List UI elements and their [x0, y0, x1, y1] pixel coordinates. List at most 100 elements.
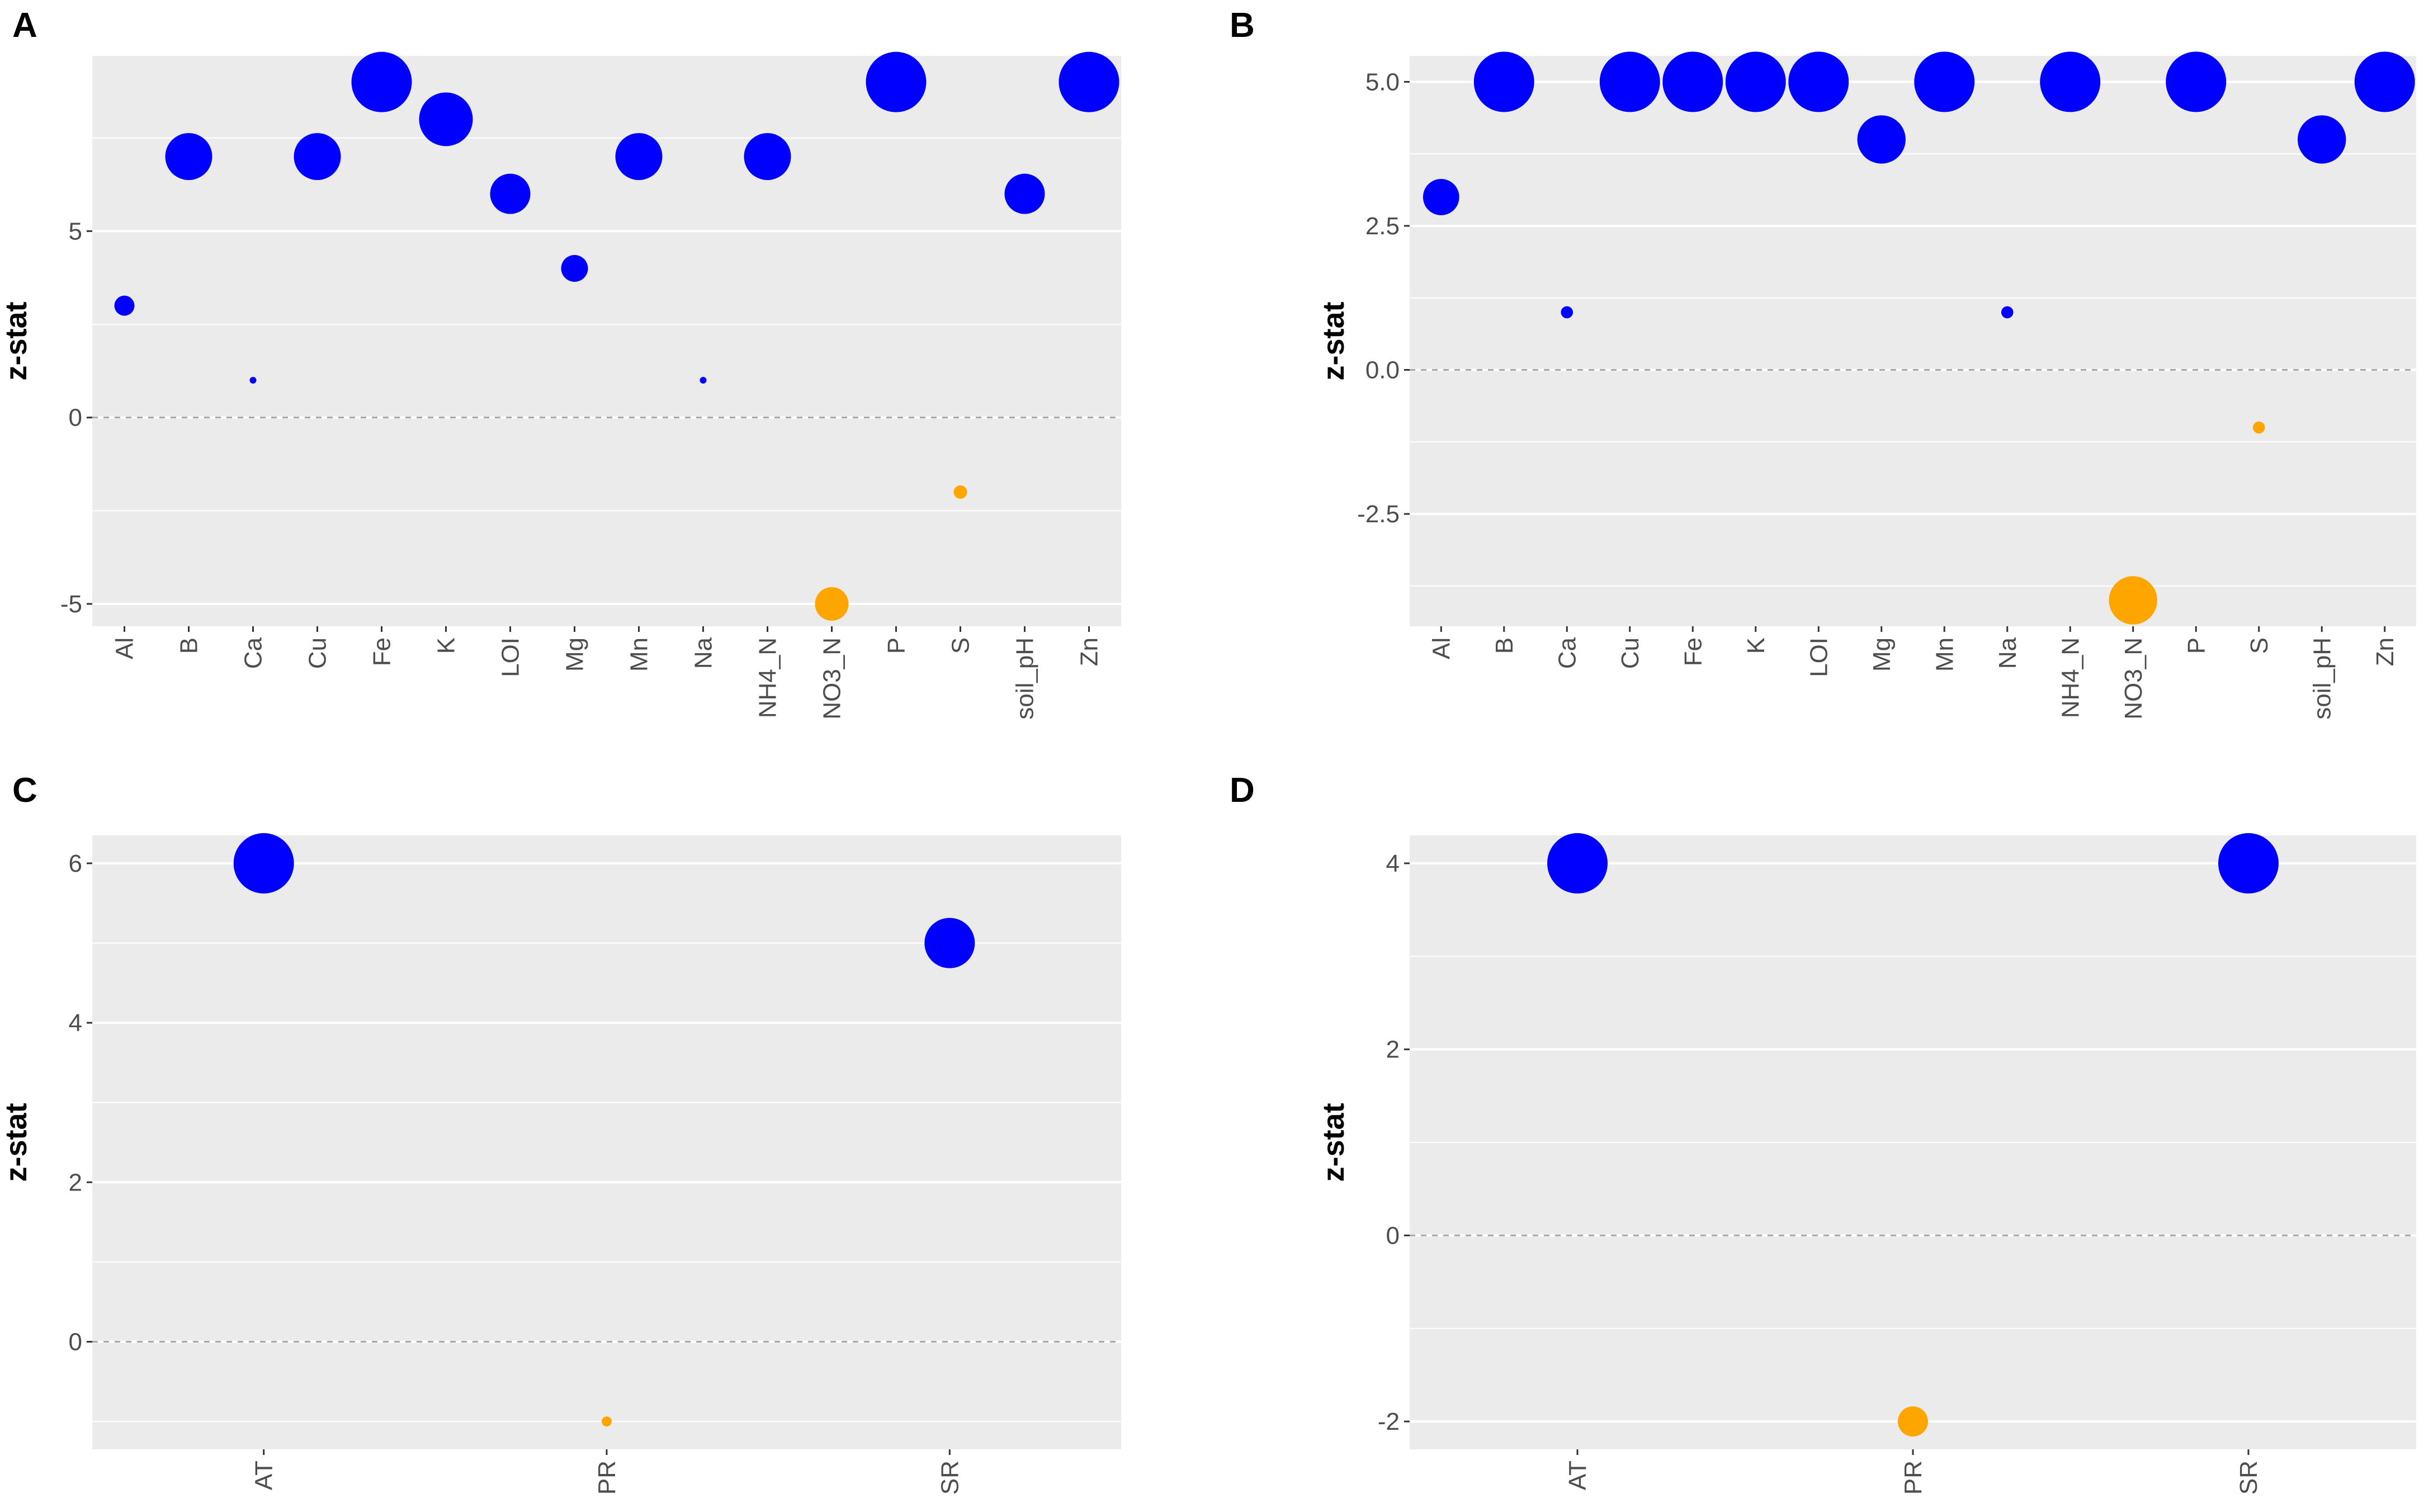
- data-point: [490, 173, 531, 214]
- data-point: [233, 833, 294, 894]
- data-point: [1857, 115, 1906, 164]
- x-tick-label: B: [176, 637, 203, 654]
- x-tick-label: LOI: [1805, 637, 1832, 677]
- x-tick-label: Fe: [1679, 637, 1707, 666]
- x-tick-label: Cu: [304, 637, 332, 669]
- x-tick-label: NO3_N: [819, 637, 846, 720]
- x-tick-label: Cu: [1617, 637, 1644, 669]
- y-tick-label: 0: [1386, 1222, 1400, 1249]
- plot-background: [1410, 56, 2416, 626]
- y-tick-label: 5.0: [1365, 68, 1400, 96]
- y-axis-title: z-stat: [1317, 301, 1350, 380]
- data-point: [1547, 833, 1608, 894]
- chart-panel-d: -2 0 2 4 AT PR SR z-stat: [1317, 833, 2416, 1495]
- x-tick-label: K: [433, 637, 460, 654]
- data-point: [744, 133, 791, 180]
- data-point: [924, 918, 975, 968]
- x-tick-label: Al: [111, 637, 139, 659]
- x-tick-label: P: [2182, 637, 2210, 654]
- data-point: [2040, 51, 2101, 112]
- data-point: [294, 133, 341, 180]
- x-tick-label: LOI: [497, 637, 525, 677]
- panel-b: B -2.5 0.0 2.5 5.0 Al B Ca Cu Fe K LOI Mg Mn Na NH4_N N…: [1212, 0, 2424, 755]
- x-tick-label: Al: [1428, 637, 1455, 659]
- x-tick-label: S: [947, 637, 975, 654]
- data-point: [1725, 51, 1786, 112]
- data-point: [419, 92, 473, 147]
- y-axis-title: z-stat: [0, 1103, 33, 1182]
- y-tick-label: 0: [69, 404, 82, 432]
- data-point: [2252, 421, 2265, 434]
- data-point: [165, 133, 212, 180]
- y-axis-title: z-stat: [1317, 1103, 1350, 1182]
- x-tick-label: K: [1742, 637, 1770, 654]
- x-tick-label: Fe: [368, 637, 396, 666]
- data-point: [351, 51, 412, 112]
- x-tick-label: Zn: [2371, 637, 2399, 666]
- panel-letter: A: [12, 6, 37, 45]
- data-point: [249, 377, 257, 384]
- y-tick-label: -2: [1378, 1408, 1400, 1435]
- data-point: [1561, 306, 1574, 319]
- y-tick-label: 4: [1386, 850, 1400, 877]
- data-point: [561, 255, 588, 282]
- y-tick-label: 2.5: [1365, 212, 1400, 240]
- panel-letter: C: [12, 771, 37, 810]
- x-tick-label: NH4_N: [754, 637, 782, 718]
- data-point: [1004, 173, 1045, 214]
- data-point: [1473, 51, 1534, 112]
- panel-d: D -2 0 2 4 AT PR SR z-stat: [1212, 755, 2424, 1512]
- data-point: [2354, 51, 2415, 112]
- data-point: [1599, 51, 1660, 112]
- x-tick-label: soil_pH: [1012, 637, 1039, 720]
- data-point: [114, 295, 135, 316]
- y-tick-label: 6: [69, 850, 82, 877]
- data-point: [1662, 51, 1723, 112]
- data-point: [1914, 51, 1975, 112]
- x-tick-label: Ca: [240, 637, 267, 669]
- x-tick-label: Na: [1994, 637, 2021, 669]
- data-point: [2109, 576, 2157, 625]
- panel-letter: B: [1230, 6, 1255, 45]
- y-tick-label: 5: [69, 218, 82, 245]
- y-tick-label: 0: [69, 1328, 82, 1355]
- x-tick-label: Zn: [1076, 637, 1103, 666]
- x-tick-label: S: [2246, 637, 2273, 654]
- x-tick-label: Mn: [626, 637, 653, 672]
- chart-panel-b: -2.5 0.0 2.5 5.0 Al B Ca Cu Fe K LOI Mg Mn Na NH4_N NO3…: [1317, 51, 2416, 720]
- data-point: [2298, 115, 2346, 164]
- chart-panel-c: 0 2 4 6 AT PR SR z-stat: [0, 833, 1121, 1495]
- x-tick-label: PR: [593, 1461, 621, 1495]
- data-point: [815, 587, 849, 621]
- x-tick-label: Mg: [561, 637, 589, 672]
- y-tick-label: 0.0: [1365, 357, 1400, 384]
- x-tick-label: PR: [1899, 1461, 1927, 1495]
- x-tick-label: NO3_N: [2120, 637, 2147, 720]
- x-tick-label: soil_pH: [2308, 637, 2336, 720]
- data-point: [700, 377, 707, 384]
- data-point: [602, 1416, 612, 1427]
- x-tick-label: AT: [251, 1461, 278, 1490]
- y-tick-label: 4: [69, 1009, 82, 1037]
- plot-background: [92, 56, 1121, 626]
- data-point: [1059, 51, 1119, 112]
- data-point: [2218, 833, 2279, 894]
- x-tick-label: B: [1491, 637, 1518, 654]
- panel-c: C 0 2 4 6 AT PR SR z-stat: [0, 755, 1212, 1512]
- y-axis-title: z-stat: [0, 301, 33, 380]
- y-tick-label: -5: [60, 590, 82, 618]
- x-tick-label: P: [883, 637, 910, 654]
- data-point: [615, 133, 663, 180]
- data-point: [2166, 51, 2227, 112]
- data-point: [1423, 179, 1459, 215]
- y-tick-label: 2: [69, 1169, 82, 1196]
- x-tick-label: Mn: [1931, 637, 1958, 672]
- y-tick-label: 2: [1386, 1036, 1400, 1064]
- data-point: [1788, 51, 1849, 112]
- x-tick-label: Ca: [1553, 637, 1581, 669]
- x-tick-label: SR: [2235, 1461, 2262, 1495]
- x-tick-label: SR: [936, 1461, 963, 1495]
- x-tick-label: NH4_N: [2057, 637, 2084, 718]
